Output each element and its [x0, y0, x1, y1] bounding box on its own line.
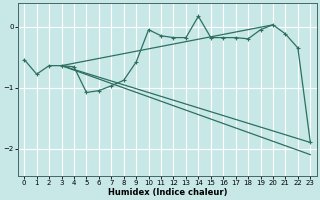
- X-axis label: Humidex (Indice chaleur): Humidex (Indice chaleur): [108, 188, 227, 197]
